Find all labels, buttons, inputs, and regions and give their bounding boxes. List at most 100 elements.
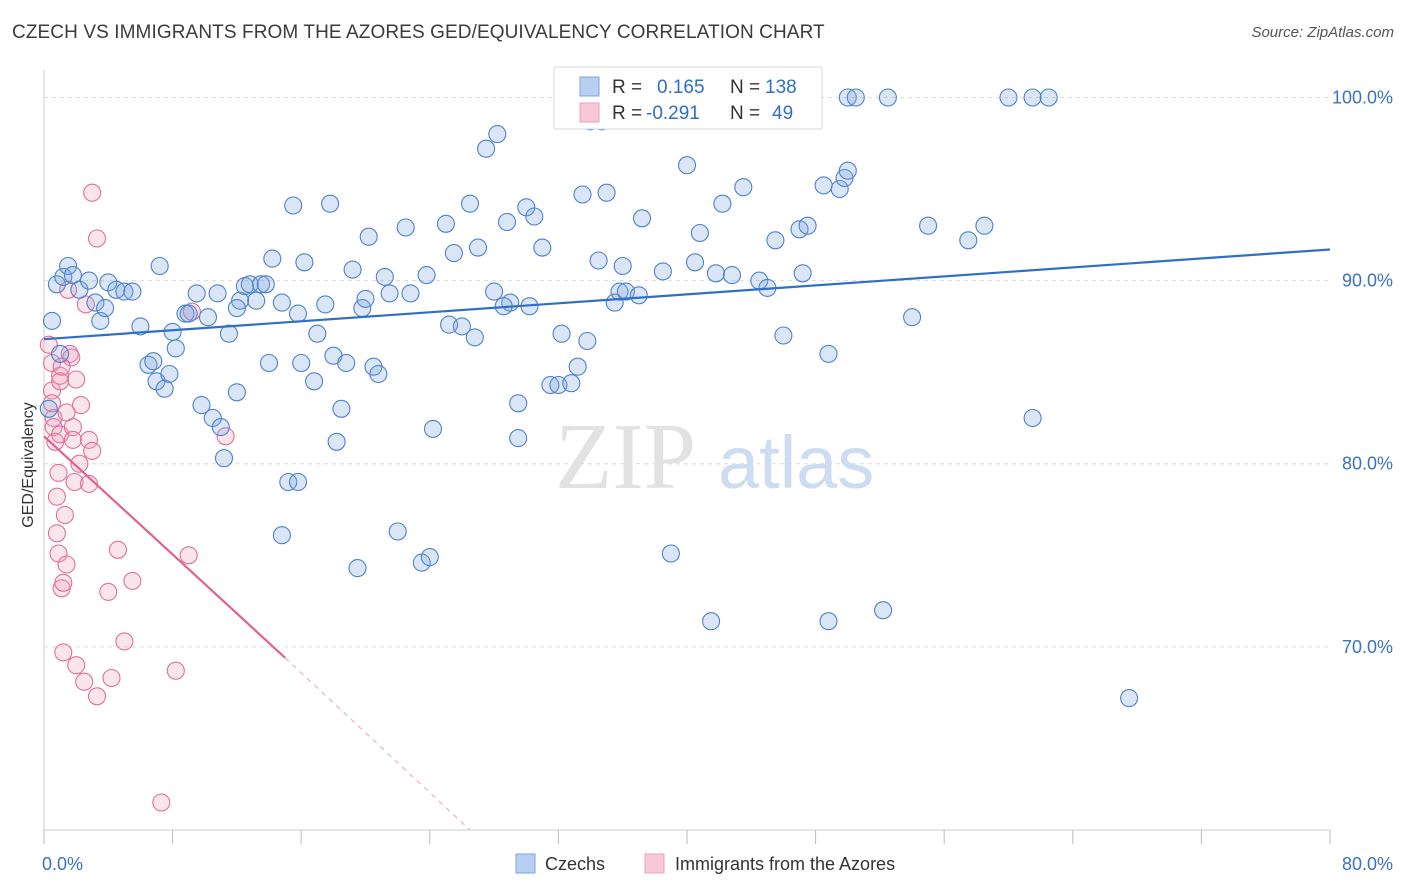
czechs-point — [444, 244, 463, 263]
czechs-point — [819, 612, 838, 631]
czechs-point — [713, 194, 732, 213]
czechs-point — [597, 183, 616, 202]
stats-r-label-azores: R = — [612, 103, 642, 124]
azores-point — [71, 396, 91, 415]
czechs-point — [632, 209, 652, 228]
azores-point — [55, 505, 74, 525]
czechs-point — [219, 324, 238, 343]
stats-r-label-czechs: R = — [612, 77, 642, 98]
azores-point — [70, 454, 89, 473]
azores-point — [179, 546, 198, 565]
azores-point — [115, 632, 134, 651]
y-tick-label: 100.0% — [1332, 87, 1393, 107]
stats-n-value-azores: 49 — [772, 103, 793, 124]
czechs-point — [959, 231, 978, 250]
stats-r-value-azores: -0.291 — [646, 103, 700, 124]
stats-swatch-czechs — [579, 76, 600, 97]
czechs-point — [160, 364, 179, 384]
czechs-point — [39, 399, 58, 418]
czechs-point — [388, 522, 407, 541]
czechs-point — [369, 364, 388, 384]
y-tick-labels: 100.0% 90.0% 80.0% 70.0% — [1332, 87, 1393, 656]
x-tick-label: 0.0% — [42, 854, 83, 874]
czechs-point — [327, 432, 346, 451]
czechs-point — [123, 282, 142, 301]
azores-point — [87, 687, 107, 706]
czechs-point — [846, 88, 865, 107]
czechs-point — [263, 249, 282, 268]
czechs-point — [830, 179, 849, 199]
czechs-point — [59, 256, 78, 276]
czechs-point — [279, 472, 298, 492]
azores-point — [49, 463, 68, 482]
czechs-point — [208, 284, 227, 303]
legend-label-czechs: Czechs — [545, 854, 605, 874]
czechs-point — [525, 207, 544, 226]
czechs-point — [227, 299, 246, 318]
stats-legend: R = 0.165 N = 138 R = -0.291 N = 49 — [553, 66, 823, 130]
czechs-point — [214, 449, 234, 468]
czechs-point — [552, 324, 571, 343]
czechs-point — [722, 266, 742, 285]
czechs-point — [874, 601, 893, 620]
czechs-point — [685, 253, 705, 272]
czechs-point — [401, 284, 420, 303]
azores-point — [44, 418, 63, 437]
azores-point — [182, 302, 201, 321]
czechs-point — [227, 383, 246, 402]
czechs-point — [919, 216, 938, 235]
czechs-point — [308, 324, 327, 343]
czechs-point — [131, 317, 150, 336]
czechs-point — [1023, 408, 1042, 428]
czechs-point — [420, 548, 439, 567]
czechs-point — [247, 291, 266, 310]
czechs-point — [468, 238, 488, 257]
azores-point — [79, 430, 99, 449]
czechs-point — [166, 339, 185, 358]
czechs-point — [284, 196, 303, 215]
azores-point — [166, 661, 185, 680]
czechs-point — [42, 311, 62, 330]
czechs-point — [589, 251, 608, 270]
czechs-point — [144, 352, 163, 371]
azores-point — [57, 403, 76, 422]
czechs-point — [578, 331, 597, 351]
czechs-trend-line — [43, 248, 1331, 341]
watermark: ZIP atlas — [555, 405, 874, 509]
czechs-point — [677, 156, 697, 175]
czechs-point — [163, 322, 182, 341]
trend-lines — [43, 248, 1331, 831]
czechs-point — [838, 161, 857, 180]
czechs-point — [295, 253, 314, 272]
x-tick-labels: 0.0% 80.0% — [42, 854, 1393, 874]
czechs-point — [1120, 689, 1139, 708]
azores-point — [99, 582, 118, 601]
azores-point — [47, 524, 66, 543]
watermark-zip: ZIP — [555, 405, 696, 509]
czechs-point — [396, 218, 415, 237]
czechs-point — [533, 238, 552, 257]
czechs-point — [96, 299, 115, 318]
czechs-point — [774, 326, 793, 345]
czechs-point — [305, 372, 324, 391]
czechs-point — [488, 125, 507, 144]
czechs-point — [1023, 88, 1042, 107]
czechs-point — [375, 267, 394, 286]
stats-r-value-czechs: 0.165 — [657, 77, 705, 98]
czechs-point — [436, 214, 455, 233]
azores-point — [67, 656, 86, 675]
czechs-point — [332, 399, 351, 418]
azores-point — [54, 643, 73, 662]
chart-source: Source: ZipAtlas.com — [1251, 24, 1394, 41]
azores-point — [63, 430, 82, 449]
czechs-point — [256, 275, 275, 294]
czechs-point — [702, 612, 721, 631]
czechs-point — [139, 355, 158, 374]
czechs-point — [86, 293, 105, 312]
czechs-point — [452, 317, 471, 336]
czechs-point — [79, 271, 99, 290]
y-axis-label: GED/Equivalency — [20, 402, 37, 527]
azores-point — [123, 571, 142, 590]
y-tick-label: 90.0% — [1342, 271, 1393, 291]
